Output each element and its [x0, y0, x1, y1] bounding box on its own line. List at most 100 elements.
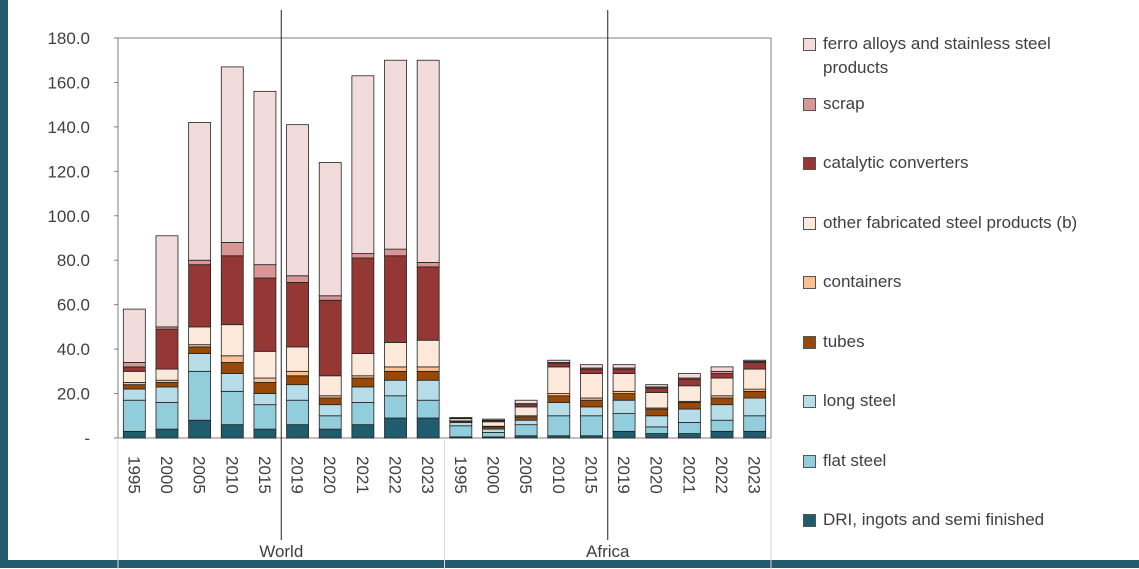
legend-item: DRI, ingots and semi finished	[803, 508, 1113, 532]
bar-segment	[220, 373, 244, 392]
bar-segment	[318, 375, 342, 397]
bar-segment	[253, 377, 277, 383]
bar-segment	[677, 433, 701, 439]
bar-segment	[220, 424, 244, 439]
bar-segment	[743, 390, 767, 399]
bar-segment	[318, 415, 342, 430]
bar-segment	[384, 59, 407, 250]
bar-segment	[351, 253, 375, 259]
bar-segment	[416, 366, 440, 372]
bar-segment	[253, 393, 277, 406]
bar-segment	[318, 295, 342, 301]
x-tick-label: 2015	[255, 456, 274, 494]
bar-segment	[155, 235, 179, 328]
bar-segment	[253, 277, 277, 352]
bar-segment	[580, 415, 603, 437]
y-tick-label: 20.0	[57, 385, 90, 404]
legend-label: catalytic converters	[823, 153, 969, 172]
x-tick-label: 2015	[581, 456, 600, 494]
bar-segment	[122, 430, 146, 439]
bar-segment	[220, 324, 244, 357]
bar-segment	[351, 257, 375, 354]
bar-segment	[710, 373, 734, 379]
bar-segment	[710, 366, 734, 372]
bar-segment	[677, 422, 701, 434]
bar-segment	[122, 399, 146, 432]
legend-swatch	[803, 216, 816, 230]
bar-segment	[612, 364, 636, 369]
x-tick-label: 2021	[679, 456, 698, 494]
bar-segment	[155, 428, 179, 439]
bar-segment	[253, 90, 277, 266]
y-tick-label: 120.0	[47, 162, 90, 181]
bar-segment	[416, 417, 440, 439]
bar-segment	[188, 326, 212, 346]
bar-segment	[351, 75, 375, 254]
bar-segment	[384, 417, 407, 439]
bar-segment	[743, 368, 767, 390]
bar-segment	[220, 255, 244, 326]
bar-segment	[482, 432, 505, 438]
bar-segment	[188, 370, 212, 421]
bar-segment	[384, 370, 407, 381]
bar-segment	[286, 282, 309, 348]
legend-swatch	[803, 97, 816, 111]
y-tick-label: 160.0	[47, 73, 90, 92]
bar-segment	[580, 406, 603, 417]
x-tick-label: 1995	[451, 456, 470, 494]
legend-item: catalytic converters	[803, 151, 1113, 175]
bar-segment	[580, 368, 603, 374]
bar-segment	[710, 404, 734, 421]
bar-segment	[220, 362, 244, 374]
bar-segment	[514, 406, 538, 417]
bar-segment	[580, 364, 603, 369]
group-label: Africa	[586, 542, 630, 561]
x-tick-label: 2019	[614, 456, 633, 494]
bar-segment	[416, 399, 440, 419]
bar-segment	[318, 162, 342, 297]
bar-segment	[122, 308, 146, 363]
legend-swatch	[803, 395, 816, 408]
bar-segment	[286, 370, 309, 377]
bar-segment	[743, 430, 767, 439]
bar-segment	[743, 415, 767, 432]
bar-segment	[547, 395, 571, 403]
legend-item: ferro alloys and stainless steel product…	[803, 32, 1113, 80]
group-label: World	[259, 542, 303, 561]
bar-segment	[449, 422, 473, 427]
bar-segment	[677, 378, 701, 387]
bar-segment	[220, 355, 244, 363]
legend-label: containers	[823, 272, 902, 291]
legend-swatch	[803, 38, 816, 51]
bar-segment	[253, 382, 277, 394]
bar-segment	[743, 362, 767, 370]
bar-segment	[416, 370, 440, 381]
bar-segment	[482, 418, 505, 421]
bar-segment	[122, 370, 146, 383]
bar-segment	[710, 430, 734, 439]
bar-segment	[547, 359, 571, 363]
bar-segment	[612, 373, 636, 392]
bar-segment	[122, 366, 146, 372]
legend-label: scrap	[823, 93, 865, 113]
bar-segment	[188, 122, 212, 261]
y-tick-label: -	[84, 429, 90, 448]
bar-segment	[384, 379, 407, 397]
legend-item: scrap	[803, 92, 1113, 116]
x-tick-label: 2023	[418, 456, 437, 494]
legend-label: ferro alloys and stainless steel product…	[823, 34, 1051, 77]
bar-segment	[351, 353, 375, 377]
bar-segment	[318, 397, 342, 406]
bar-segment	[155, 382, 179, 388]
bar-segment	[612, 393, 636, 401]
bar-segment	[416, 262, 440, 268]
bar-segment	[155, 402, 179, 430]
bar-segment	[384, 395, 407, 419]
x-tick-label: 2023	[745, 456, 764, 494]
legend-label: other fabricated steel products (b)	[823, 212, 1078, 232]
y-tick-label: 60.0	[57, 296, 90, 315]
bar-segment	[188, 419, 212, 439]
legend-label: tubes	[823, 331, 865, 351]
x-tick-label: 2022	[712, 456, 731, 494]
